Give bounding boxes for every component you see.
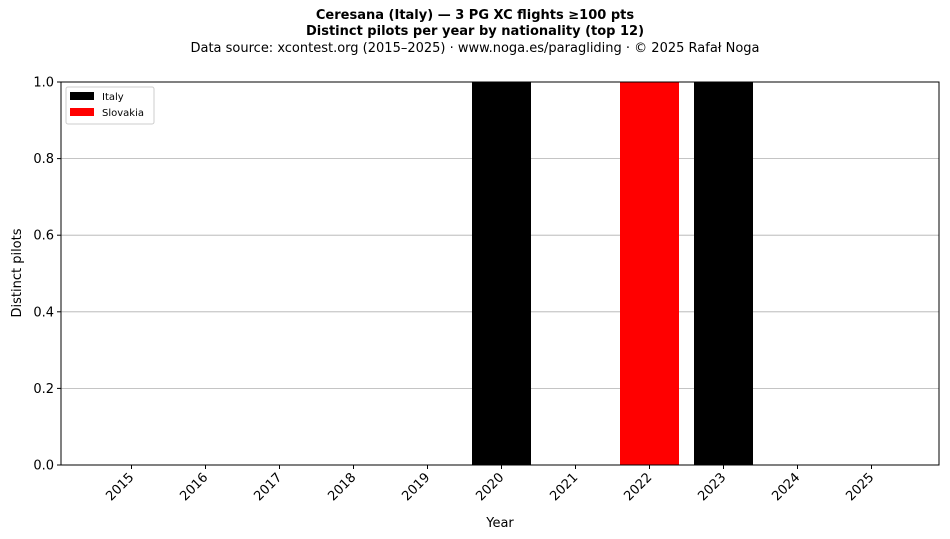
y-tick-label: 0.8 [33,152,54,167]
legend-swatch-italy [70,92,94,100]
legend-label-italy: Italy [102,92,124,103]
y-tick-label: 0.6 [33,229,54,244]
bar-italy-2020 [472,82,531,465]
bar-italy-2023 [694,82,753,465]
y-tick-label: 0.2 [33,382,54,397]
bar-slovakia-2022 [620,82,679,465]
x-tick-label: 2021 [547,470,581,504]
y-tick-label: 1.0 [33,76,54,91]
chart-title-line-2: Distinct pilots per year by nationality … [305,24,645,39]
x-tick-label: 2022 [621,470,655,504]
x-tick-label: 2020 [473,470,507,504]
legend-label-slovakia: Slovakia [102,108,144,119]
x-tick-label: 2019 [399,470,433,504]
plot-frame [60,81,940,466]
legend-swatch-slovakia [70,108,94,116]
y-tick-label: 0.0 [33,459,54,474]
chart-title-line-1: Ceresana (Italy) — 3 PG XC flights ≥100 … [315,8,635,23]
y-axis-label: Distinct pilots [10,228,25,317]
x-tick-label: 2017 [251,470,285,504]
y-axis: 0.0 0.2 0.4 0.6 0.8 1.0 [33,76,61,474]
x-axis-label: Year [485,516,514,531]
y-tick-label: 0.4 [33,305,54,320]
x-tick-label: 2025 [843,470,877,504]
bars [472,82,753,465]
x-axis: 2015 2016 2017 2018 2019 2020 2021 2022 2023 2024… [103,465,877,504]
x-tick-label: 2018 [325,470,359,504]
legend: Italy Slovakia [65,86,155,125]
x-tick-label: 2016 [177,470,211,504]
chart-title-block: Ceresana (Italy) — 3 PG XC flights ≥100 … [0,8,950,57]
x-tick-label: 2015 [103,470,137,504]
x-tick-label: 2024 [769,470,803,504]
x-tick-label: 2023 [695,470,729,504]
chart-subtitle: Data source: xcontest.org (2015–2025) · … [190,41,760,56]
